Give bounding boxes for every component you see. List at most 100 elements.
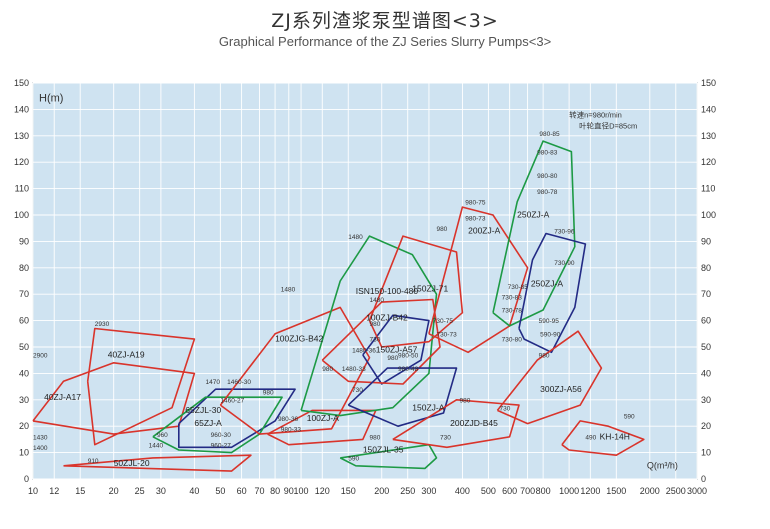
pump-label: 150ZJ-A57 — [376, 344, 418, 354]
x-tick-label: 15 — [75, 486, 85, 496]
curve-annotation: 490 — [585, 434, 596, 441]
y-tick-label-right: 0 — [701, 474, 706, 484]
y-tick-label-right: 30 — [701, 395, 711, 405]
curve-annotation: 1480 — [348, 234, 363, 241]
curve-annotation: 1480 — [281, 287, 296, 294]
pump-envelope — [321, 298, 441, 385]
y-tick-label-right: 80 — [701, 263, 711, 273]
curve-annotation: 730-73 — [436, 331, 457, 338]
y-tick-label: 140 — [14, 104, 29, 114]
chart-title: ZJ系列渣浆泵型谱图<3> — [271, 10, 499, 32]
y-tick-label: 20 — [19, 421, 29, 431]
curve-annotation: 980-50 — [398, 353, 419, 360]
pump-envelope — [428, 206, 529, 354]
curve-annotation: 730-83 — [502, 294, 523, 301]
y-tick-label-right: 90 — [701, 236, 711, 246]
pump-envelope — [362, 314, 430, 385]
curve-annotation: 960 — [157, 432, 168, 439]
pump-label: 65ZJL-30 — [185, 405, 221, 415]
plot-area — [32, 82, 698, 480]
pump-label: 300ZJ-A56 — [540, 384, 582, 394]
pump-label: 50ZJL-20 — [114, 458, 150, 468]
curve-annotation: 1440 — [149, 442, 164, 449]
pump-label: 40ZJ-A19 — [108, 350, 145, 360]
y-tick-label: 150 — [14, 78, 29, 88]
speed-note: 叶轮直径D=85cm — [579, 120, 637, 130]
y-tick-label-right: 20 — [701, 421, 711, 431]
pump-label: 40ZJ-A17 — [44, 392, 81, 402]
curve-annotation: 960-30 — [211, 432, 232, 439]
curve-annotation: 1480-36 — [352, 347, 376, 354]
y-tick-label: 60 — [19, 316, 29, 326]
pump-envelope — [392, 398, 520, 449]
pump-label: 150ZJL-35 — [363, 445, 404, 455]
x-axis-label: Q(m³/h) — [647, 460, 678, 470]
x-tick-label: 10 — [28, 486, 38, 496]
curve-annotation: 1480 — [369, 297, 384, 304]
curve-annotation: 590-95 — [539, 318, 560, 325]
curve-annotation: 590 — [624, 413, 635, 420]
pump-envelope — [300, 235, 438, 417]
pump-label: 150ZJ-A — [412, 402, 444, 412]
x-tick-label: 600 — [502, 486, 517, 496]
pump-envelope — [368, 235, 464, 348]
y-tick-label: 110 — [15, 184, 29, 194]
x-tick-label: 800 — [536, 486, 551, 496]
x-tick-label: 90 — [284, 486, 294, 496]
x-tick-label: 400 — [455, 486, 470, 496]
pump-envelope — [492, 140, 576, 327]
x-tick-label: 3000 — [687, 486, 707, 496]
y-tick-label: 80 — [19, 263, 29, 273]
x-tick-label: 1500 — [606, 486, 626, 496]
pump-envelope — [86, 327, 196, 446]
curve-annotation: 730 — [440, 434, 451, 441]
pump-envelope — [32, 361, 196, 435]
y-tick-label: 130 — [14, 131, 29, 141]
x-tick-label: 20 — [109, 486, 119, 496]
x-tick-label: 30 — [156, 486, 166, 496]
pump-envelope — [267, 409, 377, 446]
y-tick-label: 30 — [19, 395, 29, 405]
curve-annotation: 730 — [369, 337, 380, 344]
curve-annotation: 1400 — [33, 445, 48, 452]
pump-label: 150ZJ-71 — [412, 284, 448, 294]
y-tick-label-right: 120 — [701, 157, 716, 167]
pump-label: 200ZJD-B45 — [450, 418, 498, 428]
y-tick-label: 70 — [19, 289, 29, 299]
curve-annotation: 980-78 — [537, 189, 558, 196]
x-tick-label: 2000 — [640, 486, 660, 496]
x-tick-label: 25 — [135, 486, 145, 496]
x-tick-label: 500 — [481, 486, 496, 496]
x-tick-label: 1200 — [580, 486, 600, 496]
curve-annotation: 980-73 — [465, 215, 486, 222]
y-tick-label-right: 60 — [701, 316, 711, 326]
y-tick-label: 90 — [19, 236, 29, 246]
pump-envelope — [339, 443, 438, 470]
curve-annotation: 1460-30 — [227, 379, 251, 386]
curve-annotation: 980-83 — [537, 149, 558, 156]
curve-annotation: 980-80 — [537, 173, 558, 180]
curve-annotation: 980-85 — [539, 131, 560, 138]
speed-note: 转速n=980r/min — [569, 109, 622, 119]
chart-subtitle: Graphical Performance of the ZJ Series S… — [218, 34, 552, 49]
y-tick-label: 100 — [14, 210, 29, 220]
x-tick-label: 200 — [374, 486, 389, 496]
pump-envelope — [518, 232, 587, 354]
y-tick-label-right: 40 — [701, 368, 711, 378]
curve-annotation: 980-36 — [278, 416, 299, 423]
pump-envelope — [178, 388, 296, 449]
curve-annotation: 980 — [322, 366, 333, 373]
curve-annotation: 590-90 — [540, 331, 561, 338]
y-tick-label: 50 — [19, 342, 29, 352]
x-tick-label: 2500 — [666, 486, 686, 496]
curve-annotation: 980-75 — [465, 199, 486, 206]
y-tick-label: 120 — [14, 157, 29, 167]
y-tick-label-right: 140 — [701, 104, 716, 114]
curve-annotation: 1430 — [33, 434, 48, 441]
pump-envelope — [347, 367, 458, 428]
curve-annotation: 730-85 — [508, 284, 529, 291]
y-tick-label-right: 150 — [701, 78, 716, 88]
y-tick-label: 10 — [19, 448, 29, 458]
